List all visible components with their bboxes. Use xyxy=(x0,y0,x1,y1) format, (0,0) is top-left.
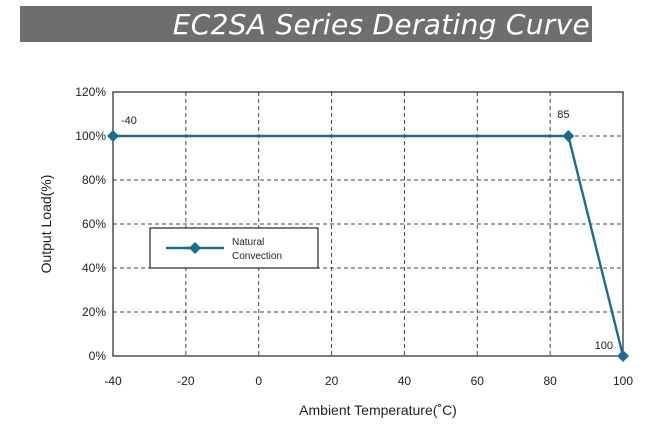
legend-marker xyxy=(189,242,201,254)
point-label: 85 xyxy=(557,109,569,121)
y-tick-label: 120% xyxy=(75,85,106,99)
y-axis-title: Output Load(%) xyxy=(38,175,54,274)
x-tick-label: 60 xyxy=(471,374,485,388)
y-tick-label: 40% xyxy=(82,261,106,275)
x-tick-label: -40 xyxy=(104,374,122,388)
y-tick-label: 60% xyxy=(82,217,106,231)
x-tick-label: 40 xyxy=(398,374,412,388)
y-tick-label: 20% xyxy=(82,305,106,319)
data-point-marker xyxy=(617,350,629,362)
x-tick-label: -20 xyxy=(177,374,195,388)
point-label: 100 xyxy=(595,340,613,352)
x-tick-label: 20 xyxy=(325,374,339,388)
point-label: -40 xyxy=(121,115,137,127)
data-point-marker xyxy=(107,130,119,142)
plot-frame xyxy=(112,91,624,357)
y-tick-label: 100% xyxy=(75,129,106,143)
x-tick-label: 100 xyxy=(613,374,633,388)
x-tick-label: 80 xyxy=(543,374,557,388)
data-point-marker xyxy=(562,130,575,142)
y-tick-label: 0% xyxy=(89,349,107,363)
x-tick-label: 0 xyxy=(255,374,262,388)
x-axis-title: Ambient Temperature(˚C) xyxy=(299,402,457,418)
y-tick-label: 80% xyxy=(82,173,106,187)
title-bar: EC2SA Series Derating Curve xyxy=(20,6,592,42)
legend-label: Natural xyxy=(232,237,264,248)
chart-title: EC2SA Series Derating Curve xyxy=(172,7,590,41)
legend-label: Convection xyxy=(232,251,282,262)
